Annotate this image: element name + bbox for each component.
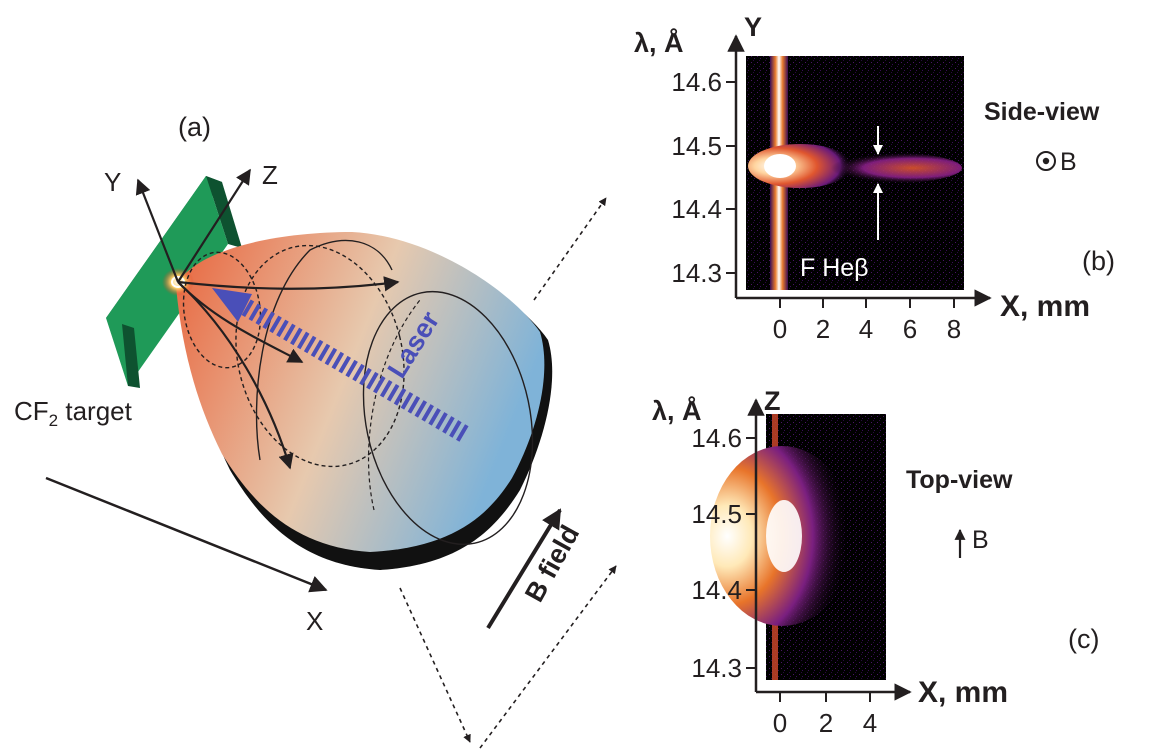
top-view-spectrum-image [710,414,886,680]
global-x-label: X [306,606,323,636]
side-view-x-tick-label: 0 [773,314,787,344]
panel-c-label: (c) [1068,624,1099,654]
target-label-cf: CF [14,396,49,426]
side-view-hot-core [764,154,796,178]
side-view-x-tick-label: 2 [816,314,830,344]
side-view-y-ticks: 14.6 14.5 14.4 14.3 [671,67,736,288]
expansion-arrow-forward [177,276,400,292]
target-label-sub: 2 [49,411,58,430]
top-view-b-symbol: B [972,526,989,554]
top-view-y-tick-label: 14.4 [691,575,742,605]
panel-a: (a) Y Z Laser [14,112,617,749]
top-view-y-tick-label: 14.6 [691,423,742,453]
side-view-axis-y: Y [744,12,762,42]
top-view-core [766,500,802,572]
laser-beam [239,298,469,442]
side-view-b-symbol: B [1060,148,1077,176]
top-view-ylabel: λ, Å [652,395,702,426]
projection-to-side-view [533,197,607,301]
top-view-y-tick-label: 14.5 [691,499,742,529]
side-view-x-tick-label: 8 [947,314,961,344]
side-view-plume-jet [798,152,962,184]
side-view-x-tick-label: 4 [859,314,873,344]
side-view-x-tick-label: 6 [903,314,917,344]
top-view-x-tick-label: 2 [819,708,833,738]
axis-z-arrow [177,168,251,283]
plume-section-2 [235,244,405,468]
expansion-arrow-down [177,281,294,470]
side-view-y-tick-label: 14.3 [671,258,722,288]
top-view-x-tick-label: 4 [863,708,877,738]
side-view-title: Side-view [984,98,1100,126]
plume-section-2-front [255,239,393,461]
plume [176,232,545,552]
hebeta-label: F Heβ [800,254,869,282]
axis-y-arrow [135,178,180,283]
bfield-arrow [486,508,562,630]
top-view-y-tick-label: 14.3 [691,653,742,683]
target-label-suffix: target [58,396,132,426]
laser-arrowhead [212,288,252,322]
plume-section-3-back [367,299,421,511]
side-view-xlabel: X, mm [1000,290,1090,323]
side-view-spectrum-image [746,56,964,290]
top-view-xlabel: X, mm [918,676,1008,709]
projection-down [399,587,471,743]
side-view-y-tick-label: 14.4 [671,194,722,224]
top-view-title: Top-view [906,466,1013,494]
side-view-y-tick-label: 14.5 [671,131,722,161]
global-x-axis-arrow [45,476,328,593]
top-view-x-tick-label: 0 [773,708,787,738]
top-view-y-ticks: 14.6 14.5 14.4 14.3 [691,423,756,683]
panel-b-label: (b) [1082,246,1115,276]
target-label: CF2 target [14,396,133,430]
projection-to-top-view [479,565,617,749]
top-view-axis-z: Z [764,386,781,416]
axis-y-label: Y [104,167,121,197]
b-out-of-page-dot-icon [1042,157,1050,165]
side-view-y-tick-label: 14.6 [671,67,722,97]
side-view-ylabel: λ, Å [634,27,684,58]
panel-a-label: (a) [178,112,211,142]
b-out-of-page-icon [1036,151,1056,171]
plume-section-3 [362,290,534,546]
axis-z-label: Z [262,160,278,190]
